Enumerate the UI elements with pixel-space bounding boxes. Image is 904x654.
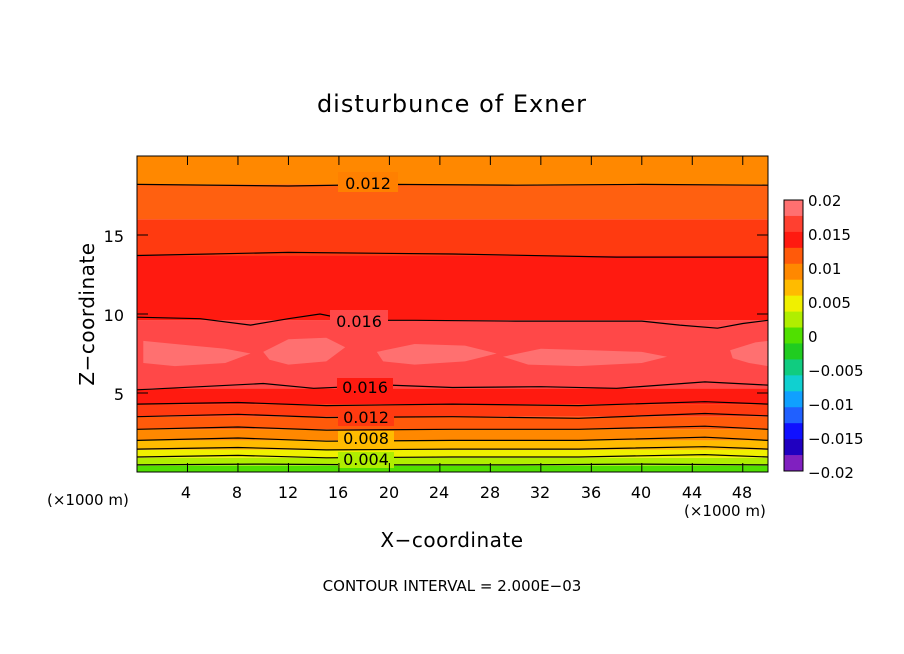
x-tick-label-48: 48 [732,483,752,502]
colorbar-cell-14 [784,423,803,440]
colorbar-cell-0 [784,200,803,217]
chart-title: disturbunce of Exner [317,90,587,118]
colorbar-label-0.005: 0.005 [808,294,851,312]
contour-interval-note: CONTOUR INTERVAL = 2.000E−03 [323,577,582,595]
contour-line-0 [137,463,768,466]
x-tick-label-4: 4 [181,483,191,502]
colorbar-cells [784,200,803,472]
y-unit-label: (×1000 m) [47,491,129,509]
contour-band-7 [137,388,768,405]
x-tick-label-8: 8 [232,483,242,502]
colorbar-cell-10 [784,359,803,376]
colorbar: 0.02 0.015 0.01 0.005 0 −0.005 −0.01 −0.… [783,192,864,482]
maximum-regions [143,337,768,367]
contour-line-7 [137,381,768,391]
x-tick-label-20: 20 [379,483,399,502]
contour-label-0012-lower: 0.012 [343,408,389,427]
colorbar-cell-4 [784,263,803,281]
plot-area [137,156,768,472]
x-tick-label-12: 12 [278,483,298,502]
x-tick-label-36: 36 [581,483,601,502]
max-region-4 [730,340,768,367]
contour-band-2 [137,449,768,458]
x-tick-label-16: 16 [328,483,348,502]
contour-line-5 [137,412,768,419]
colorbar-cell-7 [784,311,803,329]
colorbar-cell-5 [784,279,803,297]
colorbar-cell-16 [784,455,803,472]
contour-band-5 [137,416,768,430]
contour-line-2 [137,446,768,451]
contour-line-8 [137,313,768,329]
contour-band-11 [137,184,768,220]
max-region-0 [143,340,251,367]
contour-band-3 [137,440,768,450]
y-tick-label-5: 5 [114,385,124,404]
contour-band-10 [137,219,768,256]
colorbar-cell-11 [784,375,803,392]
contour-band-6 [137,404,768,417]
colorbar-cell-13 [784,407,803,424]
contour-bands [137,156,768,472]
colorbar-cell-6 [784,295,803,313]
colorbar-cell-1 [784,215,803,233]
colorbar-label-0.015: 0.015 [808,226,851,244]
contour-line-4 [137,425,768,431]
colorbar-label--0.02: −0.02 [808,464,854,482]
y-axis-ticks [137,234,768,394]
max-region-2 [376,344,497,365]
colorbar-label--0.015: −0.015 [808,430,864,448]
colorbar-frame [783,199,804,472]
contour-label-0016-lower: 0.016 [342,378,388,397]
x-tick-label-28: 28 [480,483,500,502]
colorbar-label-0.01: 0.01 [808,260,841,278]
contour-label-0004: 0.004 [343,450,389,469]
colorbar-cell-8 [784,327,803,344]
contour-label-0008: 0.008 [343,429,389,448]
contour-label-0012-top: 0.012 [345,174,391,193]
max-region-1 [263,337,346,365]
contour-line-3 [137,436,768,442]
contour-line-10 [137,183,768,187]
colorbar-label-0: 0 [808,328,818,346]
contour-band-0 [137,465,768,472]
x-unit-label: (×1000 m) [684,502,766,520]
x-tick-label-32: 32 [530,483,550,502]
x-tick-label-44: 44 [682,483,702,502]
y-tick-label-10: 10 [104,306,124,325]
y-axis-label: Z−coordinate [75,242,99,385]
max-region-3 [503,348,667,367]
x-tick-label-24: 24 [429,483,449,502]
x-axis-label: X−coordinate [380,528,523,552]
contour-band-1 [137,457,768,466]
contour-lines [137,183,768,466]
contour-band-4 [137,429,768,441]
colorbar-label--0.01: −0.01 [808,396,854,414]
colorbar-label--0.005: −0.005 [808,362,864,380]
contour-line-1 [137,453,768,459]
y-tick-label-15: 15 [104,227,124,246]
x-tick-label-40: 40 [631,483,651,502]
contour-labels: 0.012 0.016 0.016 0.012 0.008 0.004 [330,172,398,469]
colorbar-cell-2 [784,231,803,249]
contour-label-0016-upper: 0.016 [336,312,382,331]
colorbar-cell-12 [784,391,803,408]
x-axis-ticks [186,156,744,472]
colorbar-label-0.02: 0.02 [808,192,841,210]
contour-line-9 [137,251,768,258]
colorbar-cell-9 [784,343,803,360]
contour-band-9 [137,255,768,321]
contour-band-12 [137,156,768,185]
colorbar-cell-15 [784,439,803,456]
colorbar-cell-3 [784,247,803,265]
contour-line-6 [137,401,768,407]
